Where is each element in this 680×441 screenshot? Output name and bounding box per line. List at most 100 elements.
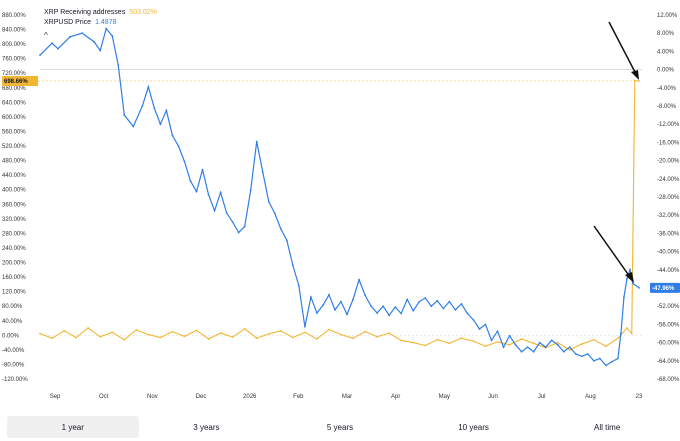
series-receiving-addresses-point xyxy=(496,340,499,343)
left-axis-tick-label: 520.00% xyxy=(2,144,26,150)
series-receiving-addresses-point xyxy=(63,330,65,332)
x-axis-tick-label: Dec xyxy=(196,394,207,400)
left-axis-tick-label: 80.00% xyxy=(2,304,23,310)
series-receiving-addresses-point xyxy=(171,330,174,333)
series-xrpusd-price-point xyxy=(261,171,264,173)
series-receiving-addresses-point xyxy=(604,345,607,348)
x-axis-tick-label: 2026 xyxy=(243,394,257,400)
series-receiving-addresses-point xyxy=(638,80,640,82)
annotation-arrow-top-head xyxy=(631,70,639,80)
legend-collapse-icon[interactable]: ^ xyxy=(44,31,48,40)
series-xrpusd-price-point xyxy=(454,308,457,311)
series-xrpusd-price-point xyxy=(629,268,631,271)
right-axis-tick-label: -44.00% xyxy=(657,268,680,274)
left-axis-tick-label: 40.00% xyxy=(2,319,23,325)
series-xrpusd-price-point xyxy=(638,286,640,289)
series-xrpusd-price-point xyxy=(132,125,135,128)
legend-series-b-value: 1.4878 xyxy=(95,19,117,26)
right-current-value-tag xyxy=(650,282,680,293)
series-xrpusd-price-point xyxy=(598,357,601,360)
series-xrpusd-price-point xyxy=(297,284,300,287)
series-receiving-addresses-point xyxy=(340,333,342,336)
series-xrpusd-price-point xyxy=(592,359,595,362)
left-axis-tick-label: -80.00% xyxy=(2,362,25,368)
series-receiving-addresses-point xyxy=(243,327,246,330)
x-axis-tick-label: May xyxy=(439,394,450,400)
series-xrpusd-price-point xyxy=(364,294,366,297)
tab-3-years[interactable]: 3 years xyxy=(193,422,220,432)
series-xrpusd-price-point xyxy=(267,200,270,203)
series-xrpusd-price-point xyxy=(39,54,41,56)
x-axis-tick-label: Sep xyxy=(50,394,61,400)
x-axis-tick-label: Feb xyxy=(293,394,304,400)
left-axis-tick-label: 720.00% xyxy=(2,71,26,77)
series-receiving-addresses-point xyxy=(51,337,53,340)
series-xrpusd-price-point xyxy=(611,360,613,363)
x-axis-tick-label: Aug xyxy=(585,394,596,400)
series-receiving-addresses-point xyxy=(75,336,78,339)
series-receiving-addresses-point xyxy=(460,337,463,340)
left-axis-tick-label: 320.00% xyxy=(2,217,26,223)
series-receiving-addresses-point xyxy=(436,338,439,341)
series-xrpusd-price-point xyxy=(249,189,252,192)
series-xrpusd-price-point xyxy=(418,300,421,303)
series-receiving-addresses-point xyxy=(219,332,222,335)
series-xrpusd-price-point xyxy=(183,160,186,163)
series-xrpusd-price-point xyxy=(177,145,180,147)
range-tabs: 1 year 3 years 5 years 10 years All time xyxy=(6,416,674,438)
series-receiving-addresses-point xyxy=(592,338,595,341)
right-axis-tick-label: -8.00% xyxy=(657,104,677,110)
tab-5-years[interactable]: 5 years xyxy=(326,422,354,432)
series-receiving-addresses-point xyxy=(352,337,354,340)
series-receiving-addresses-point xyxy=(195,329,198,332)
series-xrpusd-price-point xyxy=(442,307,445,310)
series-xrpusd-price-point xyxy=(225,212,228,214)
series-xrpusd-price-point xyxy=(195,190,198,193)
right-axis-tick-label: -24.00% xyxy=(657,177,680,183)
left-axis-tick-label: 280.00% xyxy=(2,231,26,237)
left-axis-tick-label: 200.00% xyxy=(2,261,26,267)
left-axis-tick-label: 160.00% xyxy=(2,275,26,281)
series-receiving-addresses-point xyxy=(376,335,379,338)
series-xrpusd-price-point xyxy=(617,357,619,360)
series-receiving-addresses-point xyxy=(424,344,427,347)
series-xrpusd-price-point xyxy=(526,346,529,349)
tab-10-years[interactable]: 10 years xyxy=(458,422,489,432)
series-xrpusd-price-point xyxy=(626,278,628,280)
series-xrpusd-price-point xyxy=(562,350,565,353)
x-axis-tick-label: Apr xyxy=(391,394,400,400)
legend-row-receiving-addresses: XRP Receiving addresses 503.02% xyxy=(44,8,157,18)
series-xrpusd-price-point xyxy=(490,339,493,342)
series-receiving-addresses-point xyxy=(484,345,487,348)
series-receiving-addresses-point xyxy=(532,342,535,345)
series-xrpusd-price-point xyxy=(99,49,102,52)
left-axis-tick-label: 240.00% xyxy=(2,246,26,252)
tab-all-time[interactable]: All time xyxy=(594,422,621,432)
series-xrpusd-price-point xyxy=(478,328,481,330)
series-receiving-addresses-point xyxy=(520,338,523,340)
series-xrpusd-price-point xyxy=(93,40,96,43)
series-xrpusd-price-point xyxy=(189,180,192,182)
right-axis-tick-label: -52.00% xyxy=(657,304,680,310)
series-xrpusd-price-point xyxy=(604,364,607,367)
series-xrpusd-price-point xyxy=(213,209,216,212)
right-axis-tick-label: 0.00% xyxy=(657,68,675,74)
series-receiving-addresses-point xyxy=(364,330,366,333)
left-axis-tick-label: 400.00% xyxy=(2,188,26,194)
left-axis-tick-label: 760.00% xyxy=(2,57,26,63)
left-axis-tick-label: 880.00% xyxy=(2,13,26,19)
series-receiving-addresses-point xyxy=(291,336,294,339)
series-xrpusd-price-point xyxy=(255,140,258,143)
series-xrpusd-price-point xyxy=(400,312,403,315)
series-xrpusd-price-point xyxy=(388,314,391,317)
tab-1-year[interactable]: 1 year xyxy=(6,416,139,438)
left-axis-tick-label: 480.00% xyxy=(2,159,26,165)
series-receiving-addresses-point xyxy=(626,327,628,329)
x-axis-tick-label: Jun xyxy=(488,394,498,400)
series-xrpusd-price-point xyxy=(153,107,156,110)
right-axis-tick-label: 8.00% xyxy=(657,31,675,37)
series-receiving-addresses-point xyxy=(556,341,559,344)
x-axis-tick-label: 23 xyxy=(636,394,643,400)
series-receiving-addresses-point xyxy=(135,328,138,331)
